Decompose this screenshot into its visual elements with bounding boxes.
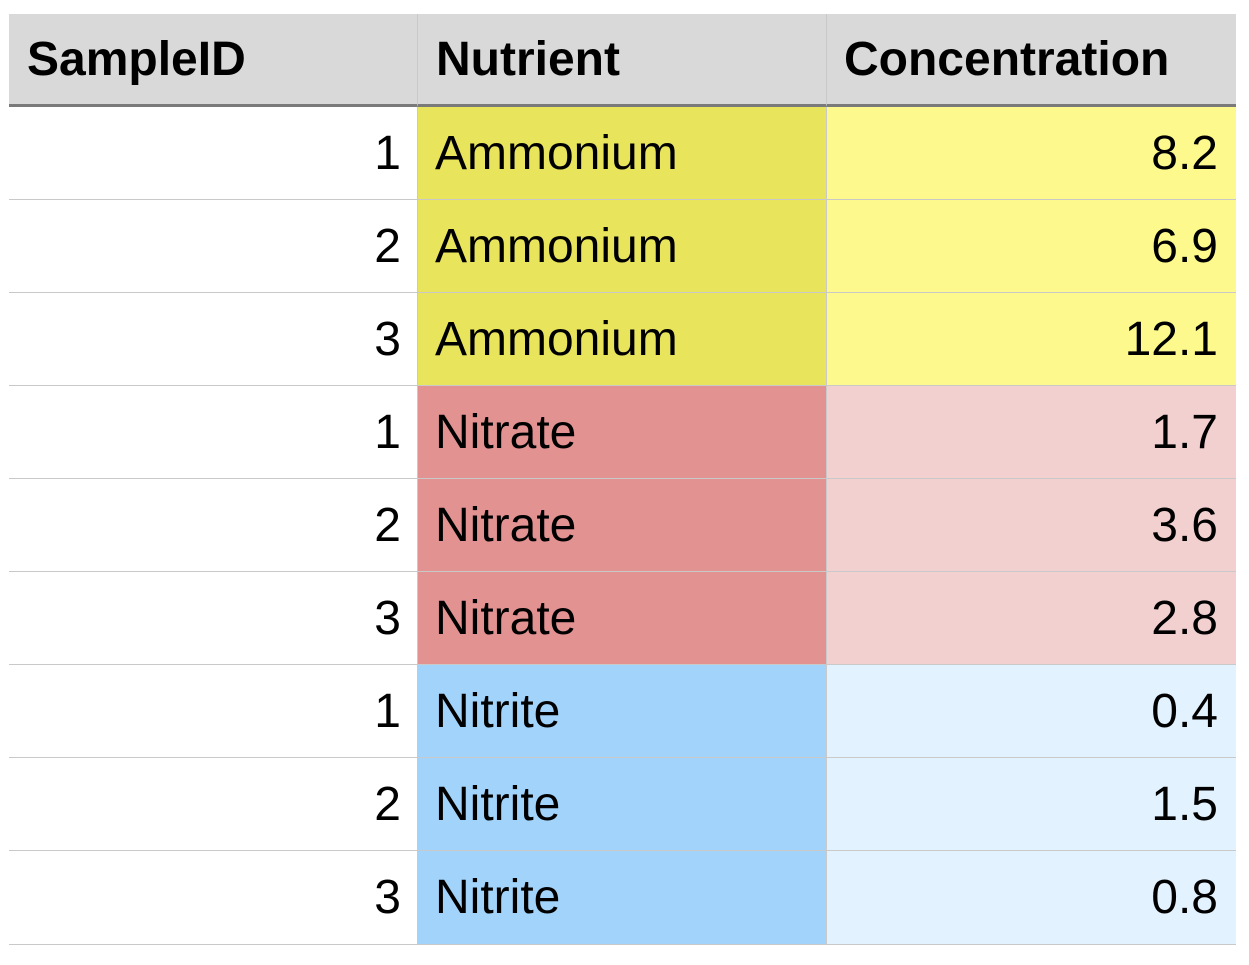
nutrient-cell[interactable]: Nitrite [418,665,827,758]
concentration-cell[interactable]: 8.2 [827,107,1236,200]
table-row[interactable]: 3 Ammonium 12.1 [9,293,1236,386]
nutrient-cell[interactable]: Nitrate [418,479,827,572]
table-header-row: SampleID Nutrient Concentration [9,14,1236,107]
sampleid-cell[interactable]: 2 [9,479,418,572]
sampleid-cell[interactable]: 3 [9,851,418,945]
sampleid-cell[interactable]: 1 [9,107,418,200]
table-row[interactable]: 1 Nitrate 1.7 [9,386,1236,479]
header-sampleid: SampleID [9,14,418,107]
sampleid-cell[interactable]: 2 [9,200,418,293]
table-row[interactable]: 1 Ammonium 8.2 [9,107,1236,200]
sampleid-cell[interactable]: 1 [9,665,418,758]
concentration-cell[interactable]: 1.5 [827,758,1236,851]
concentration-cell[interactable]: 0.4 [827,665,1236,758]
concentration-cell[interactable]: 6.9 [827,200,1236,293]
sampleid-cell[interactable]: 3 [9,572,418,665]
table-row[interactable]: 3 Nitrate 2.8 [9,572,1236,665]
concentration-cell[interactable]: 12.1 [827,293,1236,386]
nutrient-cell[interactable]: Nitrite [418,758,827,851]
sampleid-cell[interactable]: 1 [9,386,418,479]
nutrient-cell[interactable]: Ammonium [418,293,827,386]
sampleid-cell[interactable]: 3 [9,293,418,386]
concentration-cell[interactable]: 0.8 [827,851,1236,945]
table-row[interactable]: 2 Ammonium 6.9 [9,200,1236,293]
nutrient-table: SampleID Nutrient Concentration 1 Ammoniu… [9,14,1236,945]
nutrient-cell[interactable]: Ammonium [418,200,827,293]
table-row[interactable]: 3 Nitrite 0.8 [9,851,1236,945]
table-row[interactable]: 1 Nitrite 0.4 [9,665,1236,758]
table-row[interactable]: 2 Nitrite 1.5 [9,758,1236,851]
nutrient-cell[interactable]: Ammonium [418,107,827,200]
table-row[interactable]: 2 Nitrate 3.6 [9,479,1236,572]
nutrient-cell[interactable]: Nitrite [418,851,827,945]
header-concentration: Concentration [827,14,1236,107]
table-body: 1 Ammonium 8.2 2 Ammonium 6.9 3 Ammonium 12.1 1 Ni… [9,107,1236,945]
sampleid-cell[interactable]: 2 [9,758,418,851]
concentration-cell[interactable]: 2.8 [827,572,1236,665]
nutrient-cell[interactable]: Nitrate [418,572,827,665]
concentration-cell[interactable]: 3.6 [827,479,1236,572]
header-nutrient: Nutrient [418,14,827,107]
concentration-cell[interactable]: 1.7 [827,386,1236,479]
nutrient-cell[interactable]: Nitrate [418,386,827,479]
